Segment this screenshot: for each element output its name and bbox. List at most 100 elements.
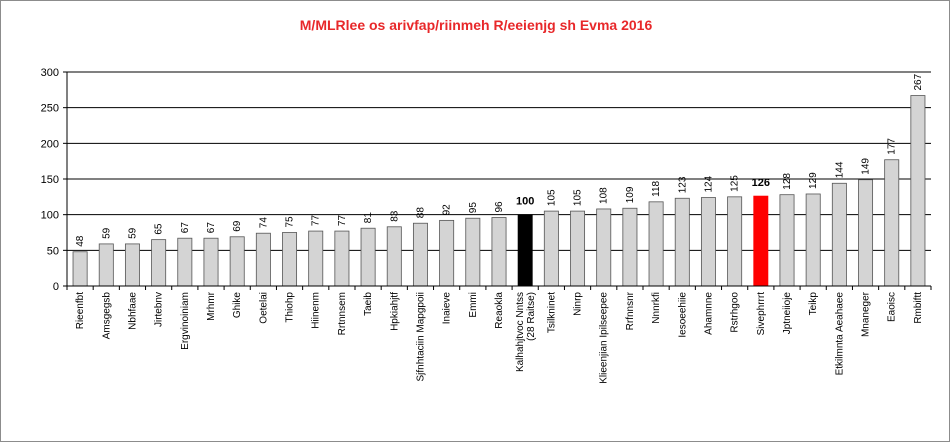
value-label: 125 [730, 175, 741, 192]
x-tick-label: Rrfnnsnr [625, 291, 636, 330]
value-label: 74 [258, 217, 269, 229]
bar [910, 95, 926, 287]
bar [151, 239, 167, 287]
value-label: 124 [703, 175, 714, 192]
y-tick-label: 50 [47, 245, 59, 257]
y-axis-ticks: 0 50 100 150 200 250 300 [41, 67, 67, 293]
value-label: 105 [573, 189, 584, 206]
bars [72, 95, 926, 287]
x-tick-label: Hpkiahjtf [389, 292, 400, 331]
x-tick-label: Emmi [468, 292, 479, 318]
value-label: 77 [337, 215, 348, 227]
x-tick-label: Nbhfaae [127, 292, 138, 330]
value-label: 77 [311, 215, 322, 227]
x-tick-label: Rmbiftt [913, 292, 924, 324]
x-tick-label: Ghike [232, 292, 243, 319]
bar [831, 182, 847, 287]
value-label: 129 [808, 172, 819, 189]
bar [779, 194, 795, 287]
value-label: 100 [516, 196, 534, 208]
bar [412, 222, 428, 287]
value-label: 108 [599, 187, 610, 204]
bar [622, 207, 638, 287]
x-tick-label: Mrhmr [206, 291, 217, 321]
x-tick-label: Rstrhgoo [730, 292, 741, 333]
x-tick-label: Amsgegsb [101, 292, 112, 340]
value-label: 126 [752, 177, 770, 189]
bar [753, 195, 769, 287]
bar [177, 237, 193, 287]
x-tick-label: Jptneiioje [782, 292, 793, 335]
value-label: 267 [913, 73, 924, 90]
bar [570, 210, 586, 287]
bar [543, 210, 559, 287]
x-tick-label: Nnnrkfi [651, 292, 662, 324]
value-label: 48 [75, 235, 86, 247]
x-tick-label: Ahamnne [703, 292, 714, 335]
x-tick-label: Ninrp [573, 292, 584, 316]
chart-title: M/MLRlee os arivfap/riinmeh R/eeienjg sh… [300, 17, 653, 33]
x-tick-label: Hiinenm [311, 292, 322, 329]
x-tick-label: Ergvinoiniam [180, 292, 191, 350]
value-label: 59 [127, 227, 138, 239]
x-tick-label: Iesoeehiie [677, 292, 688, 338]
bar [72, 251, 88, 287]
value-label: 118 [651, 180, 662, 196]
value-label: 59 [101, 227, 112, 239]
x-tick-label: Rrtnnsem [337, 292, 348, 335]
bar [386, 226, 402, 287]
bar [334, 230, 350, 287]
bar [124, 243, 140, 287]
bar [674, 197, 690, 287]
y-tick-label: 0 [53, 281, 59, 293]
x-tick-label: Etkilmnta Aeahaee [834, 292, 845, 376]
y-tick-label: 100 [41, 210, 59, 222]
x-tick-label: Oetelai [258, 292, 269, 324]
bar [465, 217, 481, 287]
value-label: 67 [206, 222, 217, 234]
x-tick-label: Taeib [363, 292, 374, 316]
x-tick-label: Klieenjian Ipilseepee [599, 292, 610, 384]
value-label: 128 [782, 173, 793, 190]
value-label: 144 [834, 161, 845, 178]
value-label: 92 [442, 204, 453, 216]
value-labels: 48 59 59 65 67 67 69 74 75 77 77 81 83 88 92 95 96 100 105… [75, 73, 924, 246]
x-tick-label: Kalhahjtvoc Nntss(28 Raitse) [515, 292, 537, 372]
bar [491, 217, 507, 287]
value-label: 149 [861, 158, 872, 175]
bar [805, 193, 821, 287]
bar [727, 196, 743, 287]
bar [98, 243, 114, 287]
bar [282, 232, 298, 287]
bar [517, 214, 533, 287]
x-tick-label: Jirtebnv [154, 292, 165, 327]
value-label: 65 [154, 223, 165, 235]
bar [884, 159, 900, 287]
value-label: 96 [494, 201, 505, 213]
y-tick-label: 250 [41, 103, 59, 115]
bar [648, 201, 664, 287]
bar [360, 227, 376, 287]
value-label: 83 [389, 210, 400, 222]
value-label: 105 [546, 189, 557, 206]
bar [229, 236, 245, 287]
x-tick-label: Inaieve [442, 292, 453, 325]
bar [439, 219, 455, 287]
value-label: 75 [285, 216, 296, 228]
bar [203, 237, 219, 287]
y-tick-label: 300 [41, 67, 59, 79]
value-label: 95 [468, 202, 479, 214]
x-tick-label: Teikp [808, 292, 819, 316]
x-tick-label: Sjfnhtaciin Mapgpoii [415, 292, 426, 382]
x-tick-label-line: Kalhahjtvoc Nntss [515, 292, 526, 372]
x-tick-label: Rieenfbt [75, 292, 86, 329]
bar [596, 208, 612, 287]
value-label: 81 [363, 212, 374, 224]
x-tick-label: Eaoisc [887, 292, 898, 322]
x-tick-label: Sivephrrrt [756, 292, 767, 336]
x-tick-label: Tsilkninet [546, 292, 557, 333]
bar [308, 230, 324, 287]
y-tick-label: 150 [41, 174, 59, 186]
value-label: 123 [677, 176, 688, 193]
